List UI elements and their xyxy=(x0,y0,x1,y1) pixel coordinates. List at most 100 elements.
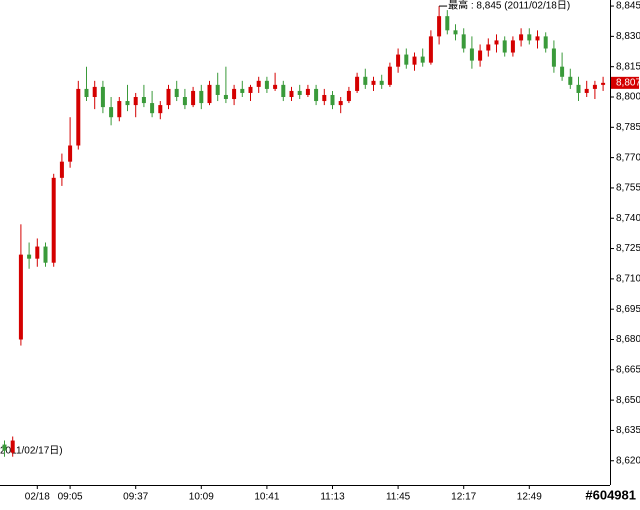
last-price-box xyxy=(611,76,639,89)
candle-body xyxy=(232,88,237,100)
candle-body xyxy=(543,36,548,49)
candle-body xyxy=(428,36,433,63)
candle-body xyxy=(100,86,105,108)
candle-body xyxy=(322,94,327,102)
candle-body xyxy=(264,80,269,89)
candle-body xyxy=(207,84,212,104)
candle-body xyxy=(601,82,606,85)
y-tick-label: 8,755 xyxy=(616,183,640,194)
x-tick-label: 09:37 xyxy=(123,492,148,503)
candle-body xyxy=(10,440,15,453)
candle-body xyxy=(2,444,7,451)
y-tick-label: 8,710 xyxy=(616,274,640,285)
candle-body xyxy=(478,50,483,61)
y-tick-label: 8,770 xyxy=(616,152,640,163)
candle-body xyxy=(355,76,360,91)
candle-body xyxy=(273,84,278,89)
candle-body xyxy=(314,88,319,102)
candle-body xyxy=(92,86,97,97)
candle-body xyxy=(297,90,302,95)
candle-body xyxy=(519,34,524,41)
candle-body xyxy=(84,88,89,97)
x-tick-label: 11:13 xyxy=(320,492,345,503)
high-annotation: 最高 : 8,845 (2011/02/18日) xyxy=(448,0,570,12)
candle-body xyxy=(223,94,228,100)
x-tick-label: 10:41 xyxy=(254,492,279,503)
candle-body xyxy=(117,101,122,118)
candle-body xyxy=(289,90,294,97)
candle-body xyxy=(125,101,130,106)
y-tick-label: 8,815 xyxy=(616,61,640,72)
candle-body xyxy=(43,246,48,263)
candle-body xyxy=(150,103,155,114)
candle-body xyxy=(396,54,401,67)
candle-body xyxy=(445,16,450,31)
y-tick-label: 8,785 xyxy=(616,122,640,133)
candle-body xyxy=(560,66,565,77)
candle-body xyxy=(420,56,425,63)
candle-body xyxy=(363,76,368,85)
candle-body xyxy=(141,97,146,104)
candle-body xyxy=(527,34,532,41)
candle-body xyxy=(584,88,589,93)
candle-body xyxy=(191,90,196,106)
candle-body xyxy=(338,101,343,106)
candle-body xyxy=(27,254,32,259)
candle-body xyxy=(510,40,515,53)
x-tick-label: 12:17 xyxy=(451,492,476,503)
candle-body xyxy=(18,254,23,340)
x-tick-label: 09:05 xyxy=(58,492,83,503)
candle-body xyxy=(379,80,384,85)
y-tick-label: 8,680 xyxy=(616,334,640,345)
candle-body xyxy=(240,88,245,93)
y-tick-label: 8,845 xyxy=(616,1,640,12)
y-tick-label: 8,650 xyxy=(616,395,640,406)
candle-body xyxy=(469,48,474,61)
candle-body xyxy=(109,107,114,118)
prev-day-annotation: 2011/02/17日) xyxy=(0,446,63,457)
candle-body xyxy=(551,48,556,67)
candle-body xyxy=(576,84,581,93)
y-tick-label: 8,725 xyxy=(616,243,640,254)
x-tick-label: 02/18 xyxy=(25,492,50,503)
y-tick-label: 8,620 xyxy=(616,455,640,466)
candle-body xyxy=(592,84,597,89)
last-price-label: 8,807 xyxy=(616,77,640,88)
candle-body xyxy=(412,56,417,65)
candle-body xyxy=(166,88,171,106)
watermark: #604981 xyxy=(585,487,636,502)
candle-body xyxy=(330,94,335,106)
candle-body xyxy=(35,246,40,259)
candle-body xyxy=(199,90,204,104)
candle-body xyxy=(461,34,466,49)
y-tick-label: 8,665 xyxy=(616,364,640,375)
y-tick-label: 8,740 xyxy=(616,213,640,224)
y-tick-label: 8,635 xyxy=(616,425,640,436)
candle-body xyxy=(568,76,573,85)
candle-body xyxy=(51,177,56,263)
x-tick-label: 12:49 xyxy=(517,492,542,503)
y-tick-label: 8,800 xyxy=(616,92,640,103)
candle-body xyxy=(494,40,499,45)
candle-body xyxy=(281,84,286,97)
candle-body xyxy=(68,145,73,162)
candle-body xyxy=(59,161,64,178)
candle-body xyxy=(174,88,179,97)
y-tick-label: 8,695 xyxy=(616,304,640,315)
candle-body xyxy=(305,88,310,95)
candle-body xyxy=(346,90,351,102)
candle-body xyxy=(133,97,138,106)
candle-body xyxy=(371,80,376,85)
candle-body xyxy=(437,16,442,37)
candle-body xyxy=(387,66,392,85)
candle-body xyxy=(182,97,187,106)
candle-body xyxy=(215,84,220,95)
candle-body xyxy=(535,36,540,41)
candle-body xyxy=(76,88,81,146)
candle-body xyxy=(502,40,507,53)
candle-body xyxy=(453,30,458,35)
candle-body xyxy=(256,80,261,87)
